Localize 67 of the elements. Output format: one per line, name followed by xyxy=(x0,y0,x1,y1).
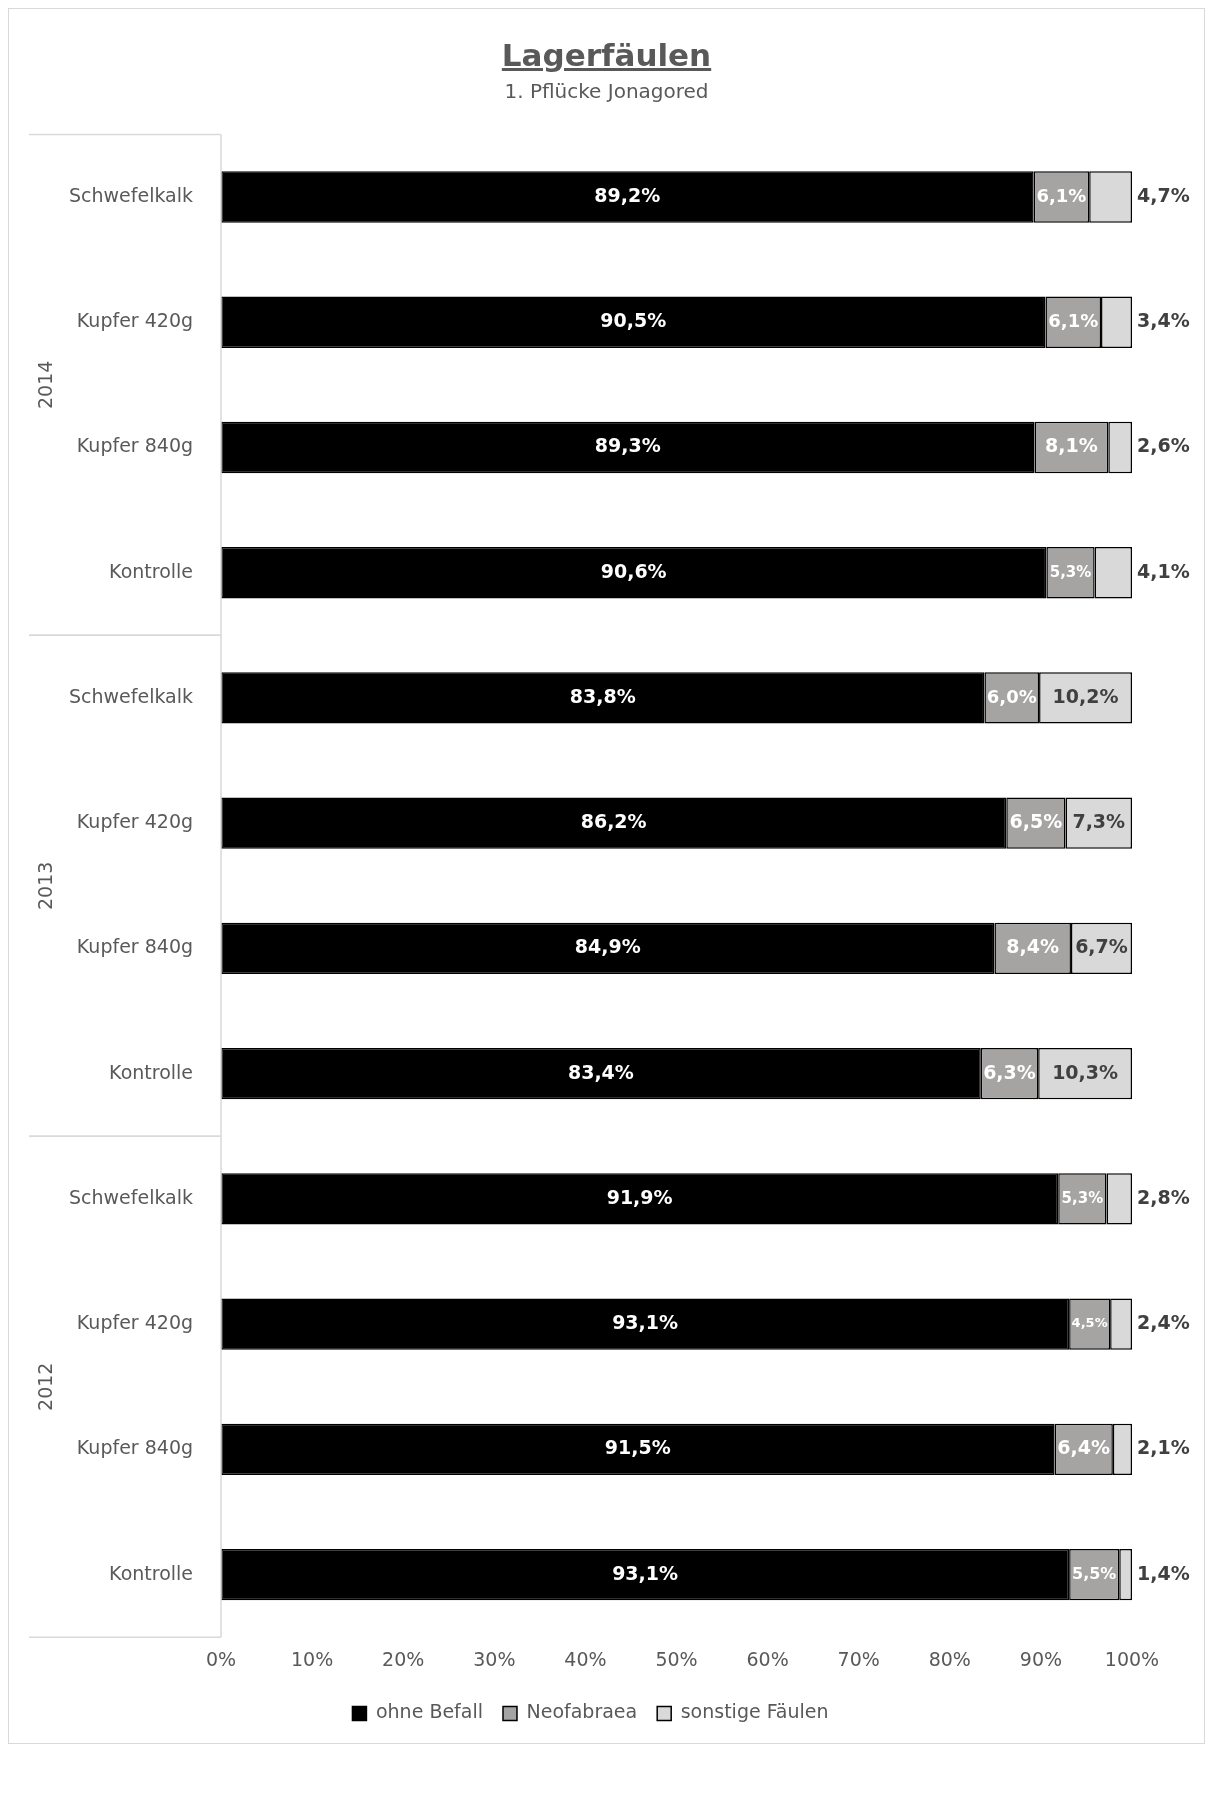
data-label: 6,3% xyxy=(983,1060,1036,1083)
data-label: 2,6% xyxy=(1137,434,1190,457)
data-label: 83,4% xyxy=(567,1060,634,1083)
x-tick-label: 90% xyxy=(1019,1647,1063,1670)
data-label: 5,3% xyxy=(1061,1188,1104,1207)
data-label: 89,3% xyxy=(594,434,661,457)
data-label: 6,7% xyxy=(1075,935,1128,958)
data-label: 6,5% xyxy=(1009,810,1063,833)
y-tick-label: Schwefelkalk xyxy=(69,1185,194,1208)
data-label: 5,3% xyxy=(1049,562,1092,581)
data-label: 89,2% xyxy=(594,183,661,206)
data-label: 91,9% xyxy=(606,1185,673,1208)
y-tick-label: Kontrolle xyxy=(109,1561,194,1584)
data-label: 8,1% xyxy=(1045,434,1098,457)
text: 2012 xyxy=(33,1362,56,1411)
y-tick-label: Schwefelkalk xyxy=(69,684,194,707)
legend-label: ohne Befall xyxy=(375,1700,483,1723)
data-label: 83,8% xyxy=(569,684,636,707)
y-tick-label: Kupfer 420g xyxy=(76,1311,194,1334)
data-label: 6,1% xyxy=(1036,184,1087,206)
chart-subtitle: 1. Pflücke Jonagored xyxy=(503,79,710,103)
x-tick-label: 70% xyxy=(837,1647,880,1670)
data-label: 93,1% xyxy=(612,1311,679,1334)
y-tick-label: Kupfer 420g xyxy=(76,309,194,332)
y-tick-label: Kontrolle xyxy=(109,559,194,582)
y-tick-label: Schwefelkalk xyxy=(69,183,194,206)
x-tick-label: 10% xyxy=(291,1647,334,1670)
data-label: 5,5% xyxy=(1072,1563,1117,1583)
legend-label: Neofabraea xyxy=(526,1700,638,1723)
text: 2013 xyxy=(33,861,56,910)
data-label: 6,1% xyxy=(1048,309,1099,331)
y-tick-label: Kupfer 840g xyxy=(76,1436,194,1459)
x-tick-label: 0% xyxy=(205,1647,237,1670)
data-label: 84,9% xyxy=(574,935,641,958)
data-label: 91,5% xyxy=(604,1436,671,1459)
data-label: 7,3% xyxy=(1072,810,1126,833)
data-label: 93,1% xyxy=(612,1561,679,1584)
data-label: 6,4% xyxy=(1057,1436,1111,1459)
data-label: 8,4% xyxy=(1006,935,1060,958)
chart-title: Lagerfäulen xyxy=(500,37,713,73)
x-tick-label: 30% xyxy=(473,1647,516,1670)
y-tick-label: Kontrolle xyxy=(109,1060,194,1083)
x-tick-label: 60% xyxy=(746,1647,789,1670)
x-tick-label: 50% xyxy=(655,1647,698,1670)
x-tick-label: 20% xyxy=(382,1647,425,1670)
data-label: 10,3% xyxy=(1052,1060,1119,1083)
data-label: 10,2% xyxy=(1052,684,1119,707)
y-tick-label: Kupfer 420g xyxy=(76,810,194,833)
data-label: 4,5% xyxy=(1071,1315,1108,1331)
data-label: 1,4% xyxy=(1137,1561,1190,1584)
y-tick-label: Kupfer 840g xyxy=(76,935,194,958)
x-tick-label: 100% xyxy=(1104,1647,1160,1670)
data-label: 3,4% xyxy=(1137,309,1190,332)
data-label: 2,8% xyxy=(1137,1185,1190,1208)
data-label: 90,6% xyxy=(600,559,667,582)
data-label: 4,7% xyxy=(1137,183,1190,206)
data-label: 90,5% xyxy=(600,309,667,332)
data-label: 2,1% xyxy=(1137,1436,1190,1459)
data-label: 6,0% xyxy=(986,685,1037,707)
data-label: 4,1% xyxy=(1137,559,1190,582)
data-label: 86,2% xyxy=(580,810,647,833)
x-tick-label: 40% xyxy=(564,1647,607,1670)
text: 2014 xyxy=(33,360,56,410)
x-tick-label: 80% xyxy=(928,1647,971,1670)
data-label: 2,4% xyxy=(1137,1311,1190,1334)
legend-label: sonstige Fäulen xyxy=(680,1700,829,1723)
y-tick-label: Kupfer 840g xyxy=(76,434,194,457)
